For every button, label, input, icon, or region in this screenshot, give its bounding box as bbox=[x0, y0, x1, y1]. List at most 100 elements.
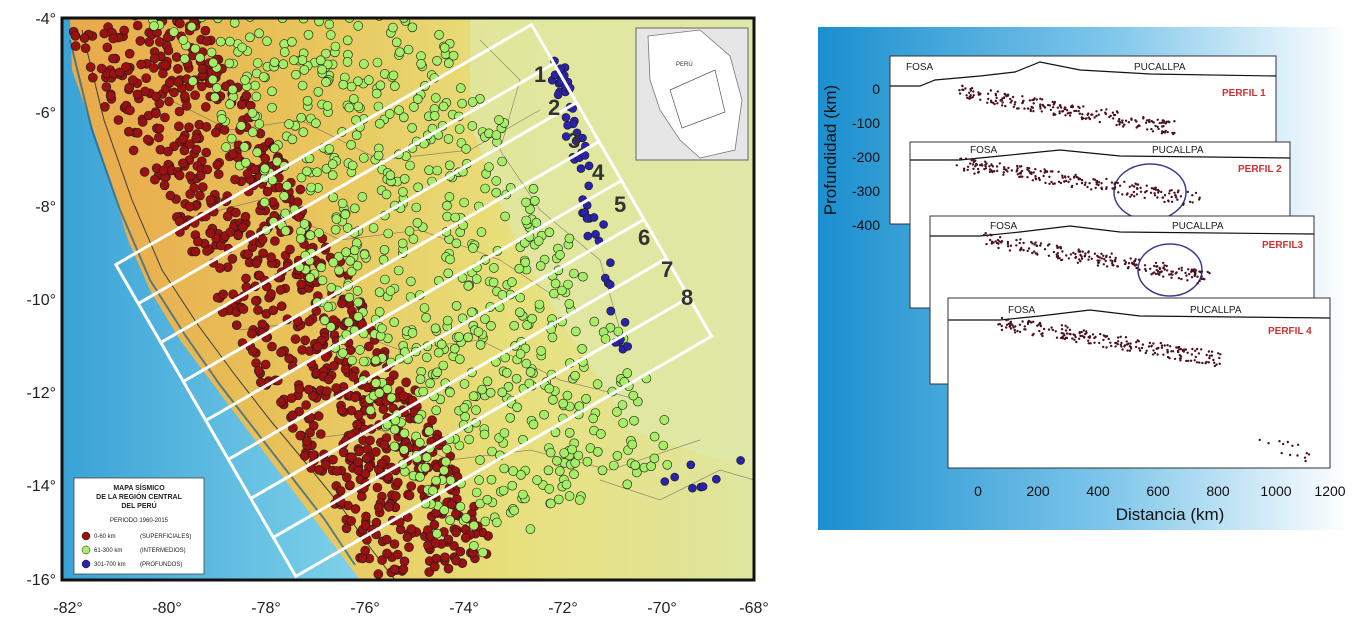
hypocenter-dot bbox=[1028, 167, 1031, 170]
hypocenter-dot bbox=[1073, 175, 1076, 178]
hypocenter-dot bbox=[1009, 321, 1012, 325]
shallow-quake bbox=[113, 115, 124, 125]
shallow-quake bbox=[242, 169, 253, 179]
hypocenter-dot bbox=[1087, 342, 1091, 345]
intermediate-quake bbox=[471, 274, 482, 284]
hypocenter-dot bbox=[1116, 111, 1119, 114]
intermediate-quake bbox=[226, 133, 237, 144]
intermediate-quake bbox=[533, 236, 544, 246]
intermediate-quake bbox=[415, 374, 426, 385]
hypocenter-dot bbox=[1022, 241, 1025, 245]
shallow-quake bbox=[149, 9, 158, 18]
hypocenter-dot bbox=[1186, 190, 1190, 194]
intermediate-quake bbox=[229, 18, 240, 28]
intermediate-quake bbox=[348, 94, 359, 104]
intermediate-quake bbox=[430, 93, 441, 103]
hypocenter-dot bbox=[1296, 454, 1299, 457]
hypocenter-dot bbox=[1126, 267, 1130, 270]
intermediate-earthquakes bbox=[148, 0, 673, 558]
hypocenter-dot bbox=[984, 232, 987, 235]
shallow-quake bbox=[404, 542, 414, 553]
strip-number: 3 bbox=[568, 128, 580, 153]
shallow-quake bbox=[323, 374, 334, 385]
shallow-quake bbox=[205, 228, 216, 238]
intermediate-quake bbox=[407, 9, 416, 18]
intermediate-quake bbox=[622, 368, 633, 378]
intermediate-quake bbox=[570, 326, 581, 337]
shallow-quake bbox=[137, 117, 148, 127]
shallow-quake bbox=[399, 556, 410, 567]
hypocenter-dot bbox=[1051, 170, 1054, 173]
intermediate-quake bbox=[215, 0, 224, 9]
shallow-quake bbox=[184, 201, 195, 212]
shallow-quake bbox=[158, 165, 169, 176]
hypocenter-dot bbox=[1073, 338, 1076, 341]
shallow-quake bbox=[345, 480, 355, 490]
intermediate-quake bbox=[206, 47, 217, 58]
hypocenter-dot bbox=[996, 90, 999, 93]
shallow-quake bbox=[350, 392, 361, 403]
hypocenter-dot bbox=[1074, 255, 1078, 259]
hypocenter-dot bbox=[1150, 187, 1154, 190]
hypocenter-dot bbox=[1009, 244, 1013, 247]
intermediate-quake bbox=[195, 52, 205, 63]
hypocenter-dot bbox=[1083, 336, 1086, 339]
hypocenter-dot bbox=[1080, 179, 1084, 182]
shallow-quake bbox=[175, 18, 185, 29]
hypocenter-dot bbox=[1073, 109, 1076, 113]
seismic-map: 1 2 3 4 5 6 7 8 PERÚ MAPA SÍSMICO DE LA … bbox=[26, 0, 768, 617]
intermediate-quake bbox=[520, 257, 531, 268]
intermediate-quake bbox=[186, 2, 195, 11]
intermediate-quake bbox=[357, 192, 368, 202]
hypocenter-dot bbox=[1160, 344, 1164, 347]
hypocenter-dot bbox=[1088, 255, 1091, 258]
hypocenter-dot bbox=[1084, 332, 1087, 336]
intermediate-quake bbox=[382, 384, 393, 394]
hypocenter-dot bbox=[1195, 361, 1199, 364]
shallow-quake bbox=[241, 273, 251, 284]
hypocenter-dot bbox=[1156, 353, 1159, 356]
hypocenter-dot bbox=[1039, 105, 1042, 108]
strip-divider bbox=[227, 218, 645, 461]
hypocenter-dot bbox=[1148, 341, 1152, 345]
hypocenter-dot bbox=[1008, 249, 1012, 252]
intermediate-quake bbox=[258, 72, 269, 82]
intermediate-quake bbox=[413, 413, 424, 424]
hypocenter-points-deep bbox=[1258, 438, 1311, 463]
hypocenter-dot bbox=[1034, 241, 1037, 244]
hypocenter-dot bbox=[1056, 106, 1060, 109]
shallow-quake bbox=[348, 371, 359, 382]
hypocenter-dot bbox=[1032, 102, 1035, 105]
hypocenter-points bbox=[955, 157, 1201, 206]
y-tick-label: -200 bbox=[852, 149, 880, 165]
shallow-quake bbox=[362, 444, 373, 454]
hypocenter-dot bbox=[977, 93, 980, 96]
intermediate-quake bbox=[342, 35, 353, 46]
intermediate-quake bbox=[328, 257, 339, 268]
hypocenter-dot bbox=[1042, 327, 1046, 331]
intermediate-quake bbox=[236, 121, 246, 131]
hypocenter-dot bbox=[1064, 324, 1067, 327]
deep-quake bbox=[589, 213, 599, 222]
deep-quake bbox=[686, 460, 696, 470]
hypocenter-dot bbox=[1060, 324, 1064, 327]
intermediate-quake bbox=[477, 384, 487, 395]
city-label: PUCALLPA bbox=[1152, 145, 1204, 156]
intermediate-quake bbox=[482, 494, 493, 505]
hypocenter-dot bbox=[1028, 99, 1032, 102]
hypocenter-dot bbox=[1065, 109, 1069, 112]
intermediate-quake bbox=[442, 211, 453, 222]
intermediate-quake bbox=[241, 157, 251, 168]
y-tick-label: -8° bbox=[35, 199, 56, 216]
hypocenter-dot bbox=[1113, 187, 1116, 191]
intermediate-quake bbox=[370, 355, 381, 366]
hypocenter-dot bbox=[1134, 119, 1137, 122]
shallow-quake bbox=[173, 77, 183, 87]
hypocenter-dot bbox=[1111, 259, 1114, 263]
shallow-quake bbox=[262, 186, 273, 197]
hypocenter-dot bbox=[1132, 190, 1136, 194]
hypocenter-dot bbox=[1083, 183, 1087, 187]
hypocenter-dot bbox=[977, 91, 980, 94]
intermediate-quake bbox=[163, 0, 172, 4]
hypocenter-dot bbox=[1305, 452, 1309, 455]
